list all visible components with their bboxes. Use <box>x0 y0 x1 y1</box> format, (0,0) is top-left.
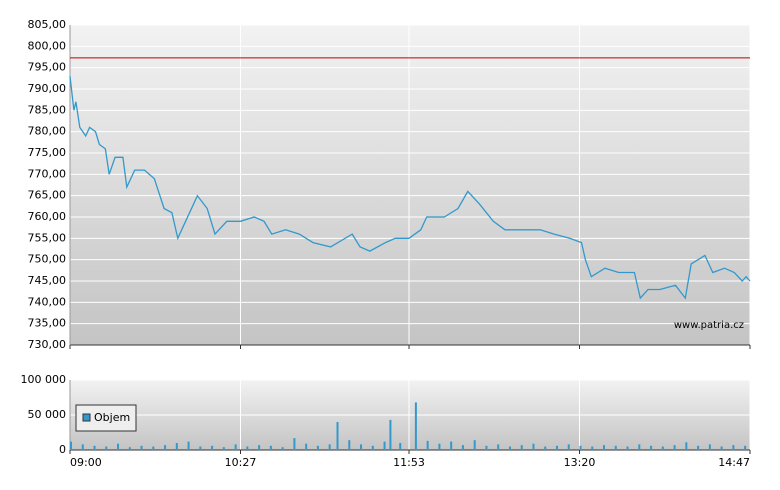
y-tick-label: 730,00 <box>28 338 67 351</box>
y-tick-label: 760,00 <box>28 210 67 223</box>
volume-bar <box>661 446 664 450</box>
volume-bar <box>128 447 131 450</box>
y-tick-label: 755,00 <box>28 231 67 244</box>
y-tick-label: 735,00 <box>28 317 67 330</box>
volume-bar <box>485 445 488 450</box>
volume-bar <box>650 445 653 450</box>
volume-bar <box>579 445 582 450</box>
volume-bar <box>269 445 272 450</box>
volume-bar <box>461 445 464 450</box>
volume-bar <box>744 445 747 450</box>
y-tick-label: 745,00 <box>28 274 67 287</box>
volume-bar <box>591 446 594 450</box>
volume-bar <box>105 446 108 450</box>
volume-bar <box>234 444 237 450</box>
volume-bar <box>450 441 453 450</box>
volume-bar <box>305 443 308 450</box>
volume-bar <box>258 445 261 450</box>
volume-bar <box>508 446 511 450</box>
y-tick-label: 765,00 <box>28 189 67 202</box>
y-tick-label: 100 000 <box>21 373 67 386</box>
price-line <box>69 76 751 300</box>
volume-bar <box>532 443 535 450</box>
volume-bar <box>348 440 351 450</box>
y-tick-label: 785,00 <box>28 103 67 116</box>
volume-bar <box>389 419 392 450</box>
y-tick-label: 805,00 <box>28 18 67 31</box>
volume-bar <box>614 445 617 450</box>
legend-swatch <box>82 413 91 422</box>
source: www.patria.cz <box>674 320 744 331</box>
y-tick-label: 790,00 <box>28 82 67 95</box>
volume-bar <box>567 444 570 450</box>
volume-bar <box>673 445 676 450</box>
volume-bar <box>70 441 72 450</box>
volume-bar <box>187 441 190 450</box>
x-tick-label: 11:53 <box>393 456 425 469</box>
y-tick-label: 740,00 <box>28 295 67 308</box>
volume-bar <box>544 446 547 450</box>
volume-bar <box>140 445 143 450</box>
volume-bar <box>117 443 120 450</box>
volume-bar <box>638 444 641 450</box>
volume-bar <box>336 422 339 450</box>
volume-bar <box>473 440 476 450</box>
volume-bar <box>414 402 417 450</box>
x-tick-label: 09:00 <box>70 456 102 469</box>
volume-bar <box>371 445 374 450</box>
volume-bar <box>281 447 284 450</box>
volume-bar <box>81 444 84 450</box>
volume-bar <box>708 444 711 450</box>
volume-bar <box>199 446 202 450</box>
volume-bar <box>152 446 155 450</box>
volume-bar <box>360 444 363 450</box>
y-tick-label: 0 <box>59 443 66 456</box>
volume-bar <box>93 445 96 450</box>
volume-bar <box>211 445 214 450</box>
volume-bar <box>328 444 331 450</box>
volume-bar <box>603 445 606 450</box>
volume-bar <box>497 444 500 450</box>
volume-bar <box>426 440 429 450</box>
y-tick-label: 800,00 <box>28 39 67 52</box>
x-tick-label: 10:27 <box>225 456 257 469</box>
volume-bar <box>175 443 178 450</box>
volume-bar <box>520 445 523 450</box>
price-plot-area <box>70 25 750 345</box>
volume-bar <box>685 442 688 450</box>
volume-bar <box>626 446 629 450</box>
volume-bar <box>555 445 558 450</box>
volume-bar <box>222 447 225 450</box>
volume-bar <box>720 446 723 450</box>
volume-bar <box>246 446 249 450</box>
x-tick-label: 14:47 <box>718 456 750 469</box>
volume-bar <box>383 441 386 450</box>
y-tick-label: 770,00 <box>28 167 67 180</box>
x-tick-label: 13:20 <box>564 456 596 469</box>
y-tick-label: 780,00 <box>28 125 67 138</box>
volume-bar <box>438 443 441 450</box>
volume-bar <box>164 445 167 450</box>
legend-label: Objem <box>94 411 130 424</box>
y-tick-label: 750,00 <box>28 253 67 266</box>
volume-bar <box>399 443 402 450</box>
y-tick-label: 795,00 <box>28 61 67 74</box>
volume-bar <box>732 445 735 450</box>
volume-bar <box>697 445 700 450</box>
volume-bar <box>293 438 296 450</box>
y-tick-label: 775,00 <box>28 146 67 159</box>
y-tick-label: 50 000 <box>28 408 67 421</box>
volume-bar <box>316 445 319 450</box>
